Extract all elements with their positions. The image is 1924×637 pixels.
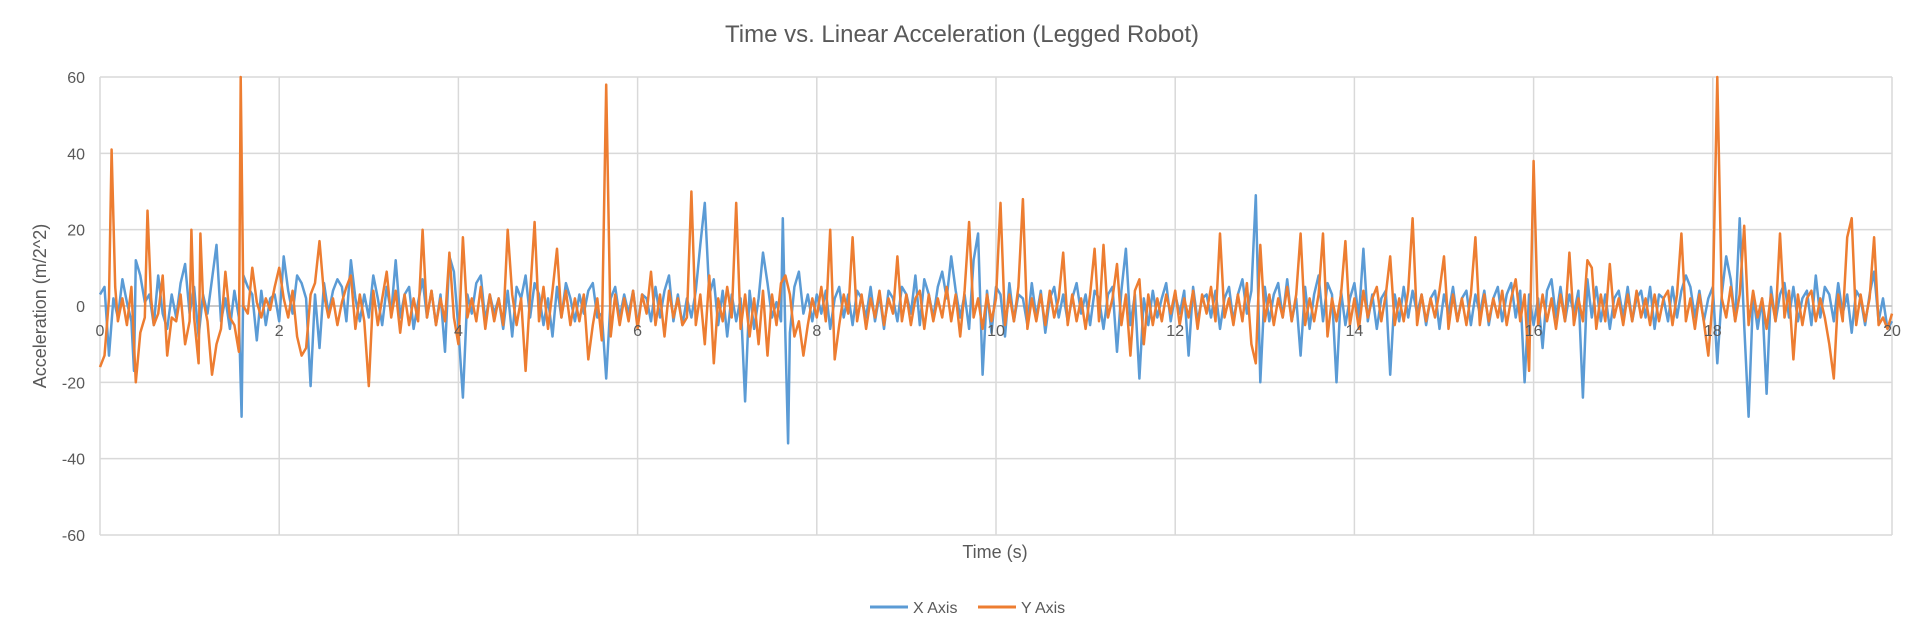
chart-title: Time vs. Linear Acceleration (Legged Rob… [725, 21, 1199, 48]
y-tick-label: 40 [67, 146, 85, 163]
legend: X Axis Y Axis [870, 600, 1065, 617]
x-tick-label: 4 [454, 323, 463, 340]
y-tick-label: -20 [62, 375, 85, 392]
legend-label-y-axis: Y Axis [1021, 600, 1065, 617]
y-axis-label: Acceleration (m/2^2) [30, 224, 50, 389]
series-line-x-axis [98, 194, 1894, 445]
x-tick-label: 2 [275, 323, 284, 340]
y-tick-label: -40 [62, 452, 85, 469]
x-tick-label: 12 [1166, 323, 1184, 340]
y-tick-label: -60 [62, 528, 85, 545]
y-tick-labels: 60 40 20 0 -20 -40 -60 [62, 70, 85, 545]
x-tick-label: 0 [96, 323, 105, 340]
legend-label-x-axis: X Axis [913, 600, 957, 617]
x-tick-label: 14 [1346, 323, 1364, 340]
y-tick-label: 0 [76, 299, 85, 316]
x-tick-label: 6 [633, 323, 642, 340]
x-tick-label: 8 [812, 323, 821, 340]
series-lines [98, 75, 1894, 445]
y-tick-label: 20 [67, 223, 85, 240]
x-tick-labels: 0 2 4 6 8 10 12 14 16 18 20 [96, 323, 1901, 340]
series-line-y-axis [98, 75, 1894, 388]
x-tick-label: 20 [1883, 323, 1901, 340]
x-tick-label: 10 [987, 323, 1005, 340]
x-tick-label: 18 [1704, 323, 1722, 340]
x-tick-label: 16 [1525, 323, 1543, 340]
y-tick-label: 60 [67, 70, 85, 87]
x-axis-label: Time (s) [962, 542, 1027, 562]
